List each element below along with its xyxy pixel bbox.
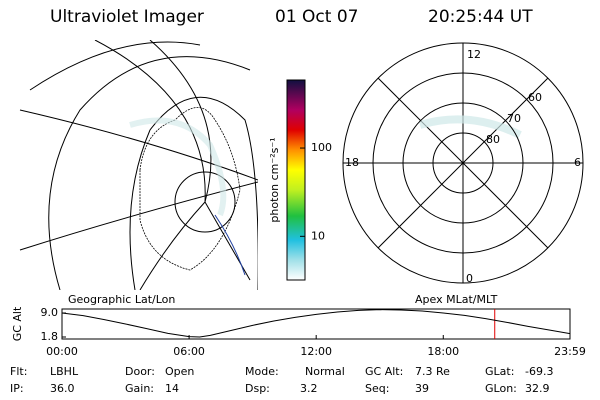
plot-frame — [61, 308, 571, 340]
field-value: -69.3 — [525, 365, 553, 378]
time: 20:25:44 UT — [428, 7, 533, 27]
colorbar — [286, 79, 306, 281]
x-tick-label: 23:59 — [554, 345, 586, 358]
field-value: LBHL — [50, 365, 79, 378]
lat-label: 80 — [486, 133, 500, 146]
field-value: 3.2 — [300, 382, 318, 395]
field-label: Seq: — [365, 382, 389, 395]
right-label: Apex MLat/MLT — [415, 293, 498, 306]
altitude-plot: GC Alt 1.8 9.0 00:00 06:00 12:00 18:00 23:59 — [11, 306, 586, 358]
x-tick-label: 12:00 — [300, 345, 332, 358]
field-label: GC Alt: — [365, 365, 403, 378]
field-value: 32.9 — [525, 382, 550, 395]
lat-label: 60 — [528, 91, 542, 104]
field-label: Door: — [125, 365, 155, 378]
y-tick-label: 9.0 — [41, 306, 59, 319]
field-value: 14 — [165, 382, 179, 395]
field-label: Dsp: — [245, 382, 270, 395]
field-label: IP: — [10, 382, 24, 395]
colorbar-tick-label: 100 — [311, 141, 332, 154]
field-label: Gain: — [125, 382, 154, 395]
field-value: 39 — [415, 382, 429, 395]
title: Ultraviolet Imager — [50, 7, 204, 27]
geo-map — [19, 40, 258, 290]
polar-spoke — [377, 77, 549, 249]
field-label: Flt: — [10, 365, 27, 378]
field-label: GLon: — [485, 382, 517, 395]
hour-label: 12 — [467, 48, 481, 61]
lat-label: 70 — [507, 112, 521, 125]
colorbar-tick-label: 10 — [311, 229, 325, 242]
colorbar-label: photon cm⁻²s⁻¹ — [268, 137, 281, 222]
altitude-line — [61, 309, 571, 338]
x-tick-label: 06:00 — [173, 345, 205, 358]
lat-ring — [402, 102, 524, 224]
field-label: Mode: — [245, 365, 279, 378]
field-value: 36.0 — [50, 382, 75, 395]
aurora — [418, 115, 522, 139]
y-tick-label: 1.8 — [41, 330, 59, 343]
date: 01 Oct 07 — [275, 7, 358, 27]
lat-ring — [372, 72, 554, 254]
lat-ring — [432, 132, 494, 194]
hour-label: 6 — [574, 156, 581, 169]
hour-label: 0 — [466, 272, 473, 285]
left-label: Geographic Lat/Lon — [68, 293, 175, 306]
x-tick-label: 18:00 — [427, 345, 459, 358]
y-label: GC Alt — [11, 306, 24, 341]
field-value: Normal — [305, 365, 345, 378]
field-value: 7.3 Re — [415, 365, 450, 378]
x-tick-label: 00:00 — [46, 345, 78, 358]
field-value: Open — [165, 365, 194, 378]
hour-label: 18 — [345, 156, 359, 169]
field-label: GLat: — [485, 365, 514, 378]
